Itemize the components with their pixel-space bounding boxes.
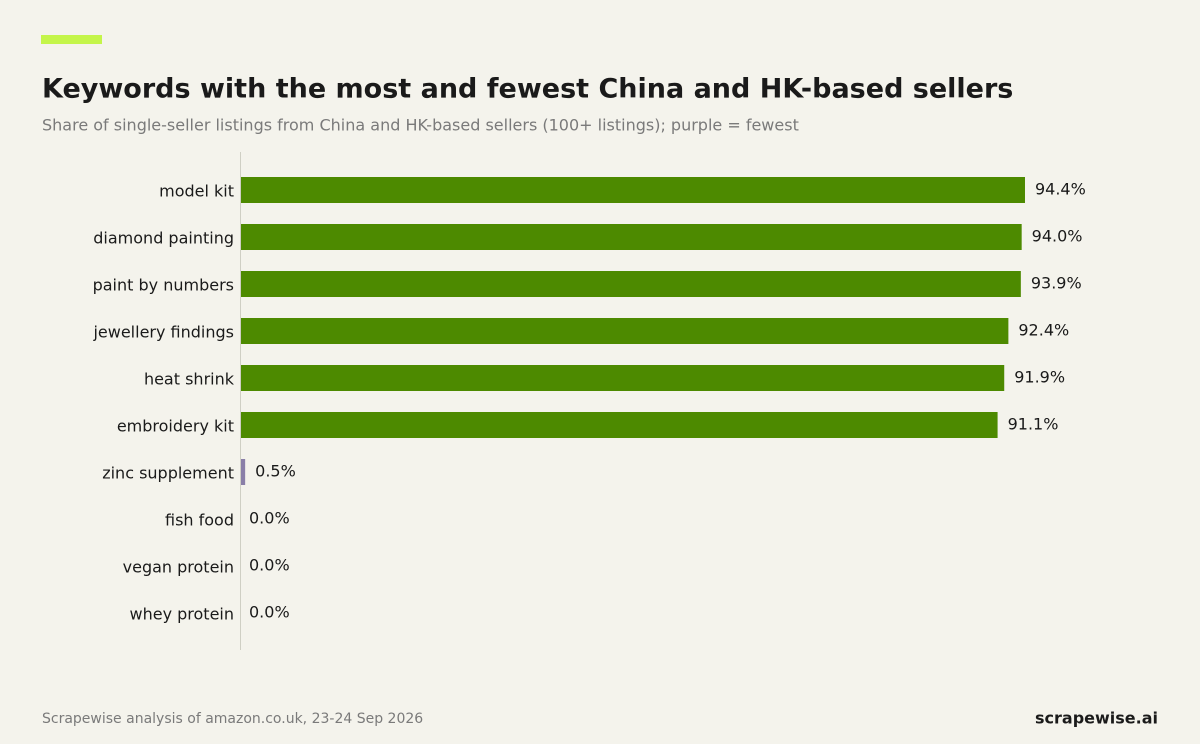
- chart-subtitle: Share of single-seller listings from Chi…: [42, 116, 799, 135]
- bar: [241, 271, 1021, 297]
- chart-title: Keywords with the most and fewest China …: [42, 74, 1013, 105]
- bar: [241, 224, 1022, 250]
- y-tick-label: heat shrink: [144, 370, 235, 389]
- accent-bar: [41, 35, 102, 44]
- brand: scrapewise.ai: [1035, 709, 1158, 728]
- value-label: 0.5%: [255, 462, 296, 481]
- y-tick-label: embroidery kit: [117, 417, 234, 436]
- value-label: 0.0%: [249, 509, 290, 528]
- bar: [241, 459, 246, 485]
- y-tick-label: jewellery findings: [92, 323, 234, 342]
- value-label: 91.9%: [1014, 368, 1065, 387]
- y-tick-label: paint by numbers: [93, 276, 234, 295]
- y-tick-label: fish food: [165, 511, 234, 530]
- bar: [241, 412, 998, 438]
- value-label: 93.9%: [1031, 274, 1082, 293]
- y-tick-label: diamond painting: [93, 229, 234, 248]
- value-label: 94.4%: [1035, 180, 1086, 199]
- y-tick-label: model kit: [159, 182, 234, 201]
- bar: [241, 318, 1009, 344]
- value-label: 0.0%: [249, 603, 290, 622]
- value-label: 92.4%: [1018, 321, 1069, 340]
- y-tick-label: vegan protein: [123, 558, 234, 577]
- value-label: 91.1%: [1008, 415, 1059, 434]
- source-note: Scrapewise analysis of amazon.co.uk, 23-…: [42, 711, 423, 727]
- bar: [241, 177, 1025, 203]
- value-label: 94.0%: [1032, 227, 1083, 246]
- bar: [241, 365, 1005, 391]
- value-label: 0.0%: [249, 556, 290, 575]
- y-tick-label: zinc supplement: [102, 464, 234, 483]
- y-tick-label: whey protein: [130, 605, 235, 624]
